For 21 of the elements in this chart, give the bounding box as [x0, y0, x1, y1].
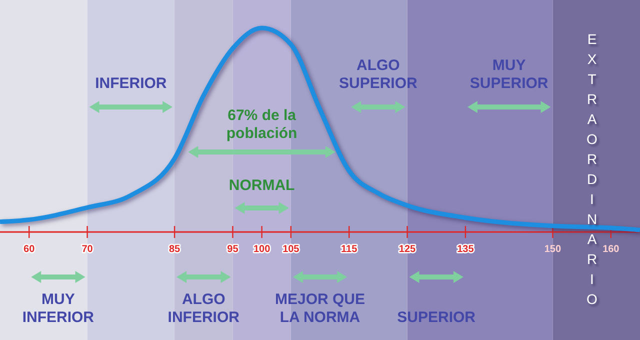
x-tick-label: 100	[253, 244, 271, 255]
annotation: INFERIOR	[95, 75, 167, 92]
text: MUY INFERIOR	[22, 291, 94, 326]
text: EXTRAORDINARIO	[586, 31, 598, 307]
x-tick-label: 85	[168, 244, 181, 255]
x-tick-label: 160	[602, 244, 620, 255]
text: ALGO INFERIOR	[168, 291, 240, 326]
annotation: NORMAL	[228, 177, 295, 194]
annotation: MUY SUPERIOR	[470, 57, 548, 92]
x-tick-label: 60	[24, 244, 36, 255]
x-tick-label: 70	[82, 244, 94, 255]
x-tick-label: 135	[457, 244, 474, 255]
text: SUPERIOR	[397, 309, 476, 326]
x-tick-label: 150	[544, 244, 562, 255]
annotation: 67% de la población	[226, 107, 298, 142]
annotation: ALGO SUPERIOR	[339, 57, 418, 92]
x-tick-label: 115	[341, 244, 358, 255]
x-tick-label: 105	[282, 244, 300, 255]
x-tick-label: 125	[398, 244, 416, 255]
text: MEJOR QUE LA NORMA	[274, 291, 366, 326]
x-tick-label: 95	[227, 244, 239, 255]
